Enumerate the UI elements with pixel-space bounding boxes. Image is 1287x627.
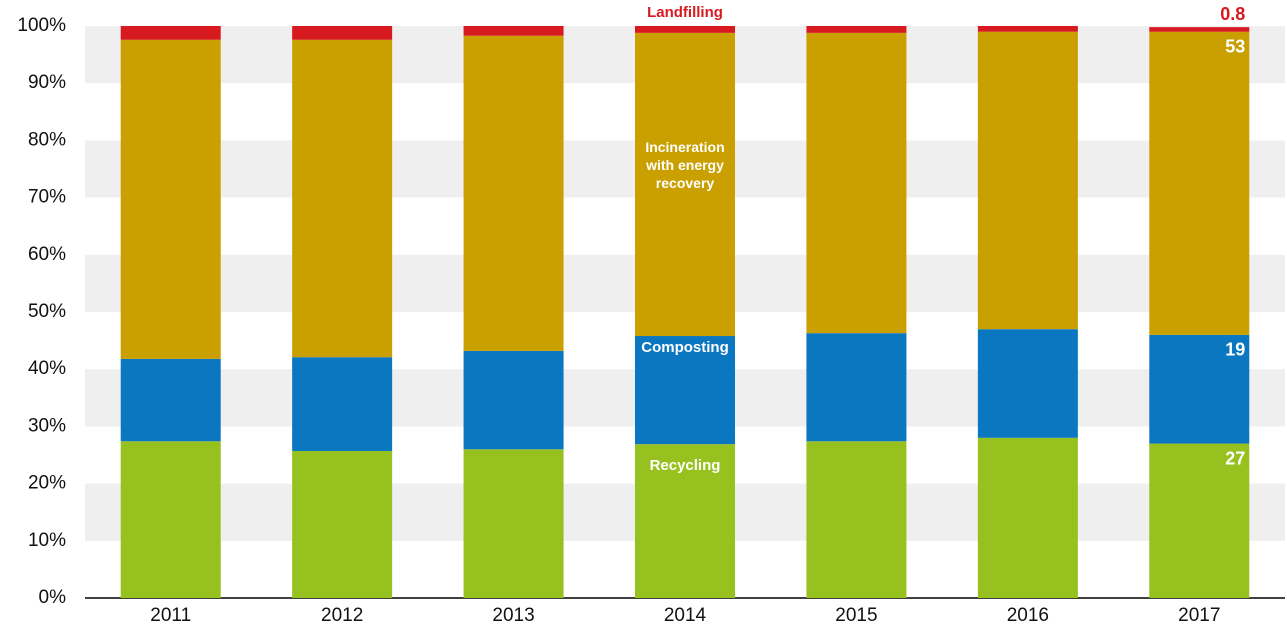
series-label: Incineration with energy recovery — [645, 138, 725, 191]
data-label: 27 — [1225, 448, 1245, 468]
bar-segment — [463, 449, 564, 598]
bar-segment — [806, 333, 907, 442]
bar-segment — [120, 358, 221, 442]
y-tick-label: 20% — [28, 473, 66, 494]
bar-segment — [292, 26, 393, 40]
y-tick-label: 100% — [17, 15, 66, 36]
x-tick-label: 2011 — [150, 605, 191, 626]
data-label: 19 — [1225, 340, 1245, 360]
bar-segment — [635, 444, 735, 598]
data-label: 0.8 — [1220, 4, 1245, 24]
bar-segment — [977, 31, 1078, 330]
series-label: Composting — [641, 339, 729, 356]
series-label: Recycling — [650, 457, 721, 474]
bar-segment — [635, 336, 735, 445]
bar-segment — [806, 26, 907, 33]
bar-segment — [806, 32, 907, 334]
x-tick-label: 2015 — [835, 605, 877, 626]
y-tick-label: 70% — [28, 187, 66, 208]
bar-segment — [120, 26, 221, 40]
bar-segment — [1149, 31, 1250, 335]
bar-segment — [120, 441, 221, 598]
x-tick-label: 2017 — [1178, 605, 1220, 626]
bar-segment — [292, 357, 393, 451]
y-tick-label: 0% — [39, 587, 67, 608]
bar-segment — [292, 450, 393, 598]
bar-segment — [635, 32, 735, 337]
bar-segment — [1149, 443, 1250, 598]
y-tick-label: 30% — [28, 415, 66, 436]
bar-segment — [1149, 334, 1250, 444]
series-label: Landfilling — [647, 4, 723, 21]
y-tick-label: 40% — [28, 358, 66, 379]
data-label: 53 — [1225, 36, 1245, 56]
bar-segment — [1149, 27, 1250, 32]
bar-segment — [977, 329, 1078, 438]
bar-segment — [977, 26, 1078, 32]
y-tick-label: 60% — [28, 244, 66, 265]
x-tick-label: 2013 — [492, 605, 534, 626]
bar-segment — [806, 441, 907, 598]
bar-segment — [977, 437, 1078, 598]
y-tick-label: 50% — [28, 301, 66, 322]
bar-segment — [120, 39, 221, 359]
series-label-box: Incineration with energy recovery — [645, 138, 725, 191]
bar-segment — [292, 39, 393, 358]
x-tick-label: 2014 — [664, 605, 707, 626]
bar-segment — [635, 26, 735, 33]
y-tick-label: 90% — [28, 72, 66, 93]
bar-segment — [463, 35, 564, 351]
bar-segment — [463, 350, 564, 450]
y-tick-label: 80% — [28, 129, 66, 150]
x-tick-label: 2012 — [321, 605, 363, 626]
bar-segment — [463, 26, 564, 36]
y-tick-label: 10% — [28, 530, 66, 551]
x-tick-label: 2016 — [1007, 605, 1049, 626]
